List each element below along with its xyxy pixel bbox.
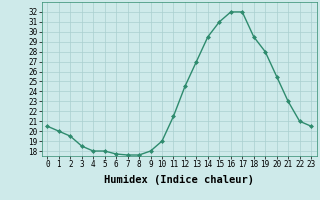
X-axis label: Humidex (Indice chaleur): Humidex (Indice chaleur): [104, 175, 254, 185]
